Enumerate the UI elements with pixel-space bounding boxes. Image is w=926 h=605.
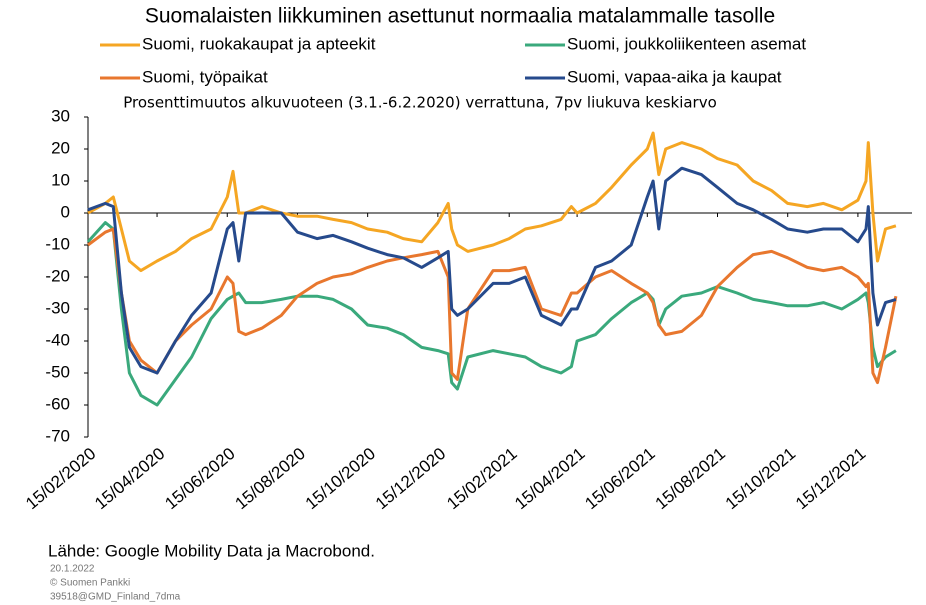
x-tick-label: 15/06/2020: [161, 444, 238, 513]
series-line: [87, 131, 897, 273]
x-tick-label: 15/04/2021: [511, 444, 588, 513]
x-tick-label: 15/02/2020: [22, 444, 99, 513]
y-tick-label: -50: [45, 362, 70, 381]
legend-label: Suomi, vapaa-aika ja kaupat: [567, 67, 782, 86]
y-tick-label: -60: [45, 394, 70, 413]
legend-label: Suomi, joukkoliikenteen asemat: [567, 34, 806, 53]
y-tick-label: -40: [45, 330, 70, 349]
x-tick-label: 15/08/2020: [232, 444, 309, 513]
legend-label: Suomi, ruokakaupat ja apteekit: [142, 34, 376, 53]
series-line: [87, 227, 898, 385]
x-tick-label: 15/02/2021: [443, 444, 520, 513]
x-tick-label: 15/10/2021: [722, 444, 799, 513]
y-tick-label: -20: [45, 266, 70, 285]
footnote: 20.1.2022: [50, 564, 95, 575]
x-tick-label: 15/04/2020: [91, 444, 168, 513]
source: Lähde: Google Mobility Data ja Macrobond…: [48, 541, 375, 560]
y-tick-label: 0: [61, 202, 70, 221]
y-tick-label: 20: [51, 138, 70, 157]
y-tick-label: 30: [51, 106, 70, 125]
y-tick-label: 10: [51, 170, 70, 189]
subtitle: Prosenttimuutos alkuvuoteen (3.1.-6.2.20…: [123, 94, 717, 112]
x-tick-label: 15/12/2021: [792, 444, 869, 513]
x-tick-label: 15/10/2020: [302, 444, 379, 513]
x-tick-label: 15/06/2021: [581, 444, 658, 513]
x-tick-label: 15/12/2020: [372, 444, 449, 513]
footnote: © Suomen Pankki: [50, 578, 130, 589]
chart-title: Suomalaisten liikkuminen asettunut norma…: [145, 5, 775, 28]
series-line: [87, 166, 897, 375]
y-tick-label: -30: [45, 298, 70, 317]
y-tick-label: -10: [45, 234, 70, 253]
legend-label: Suomi, työpaikat: [142, 67, 268, 86]
y-tick-label: -70: [45, 426, 70, 445]
series-line: [86, 221, 897, 407]
x-tick-label: 15/08/2021: [652, 444, 729, 513]
footnote: 39518@GMD_Finland_7dma: [50, 592, 181, 603]
